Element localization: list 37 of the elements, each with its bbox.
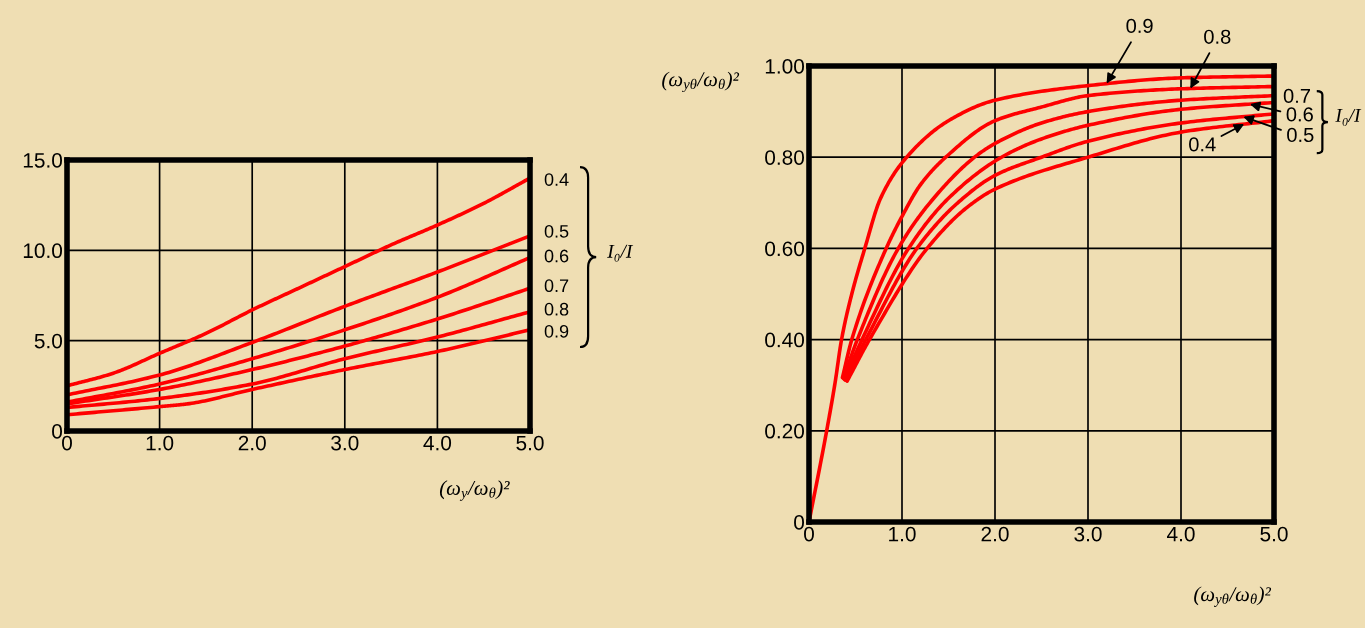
y-tick-label: 0.60 [765, 241, 805, 257]
y-tick-label: 0.80 [765, 150, 805, 165]
x-tick-label: 3.0 [331, 435, 359, 451]
y-tick-label: 1.00 [765, 59, 805, 74]
text: 0.9 [1126, 18, 1153, 34]
x-tick-label: 4.0 [423, 435, 452, 451]
x-tick-label: 1.0 [146, 435, 174, 451]
x-tick-label: 4.0 [1167, 526, 1195, 542]
y-tick-label: 10.0 [23, 243, 63, 259]
x-axis-title: (ω$_{y}$/ω$_{θ}$)² [439, 480, 510, 501]
series-label: 0.7 [1283, 88, 1310, 104]
series-label: 0.5 [1287, 127, 1314, 143]
legend-title: I₀/I [607, 244, 634, 262]
x-tick-label: 2.0 [238, 435, 266, 451]
text: 0.8 [1204, 29, 1231, 44]
series-label: 0.6 [1286, 107, 1313, 122]
x-tick-label: 5.0 [516, 435, 544, 451]
x-tick-label: 1.0 [889, 526, 916, 542]
x-tick-label: 5.0 [1260, 526, 1288, 542]
legend-title: I₀/I [1335, 108, 1362, 126]
series-label: 0.6 [544, 249, 569, 263]
series-label: 0.5 [544, 224, 569, 238]
x-tick-label: 2.0 [981, 526, 1009, 542]
y-tick-label: 5.0 [34, 333, 63, 349]
series-label: 0.9 [544, 324, 569, 338]
y-tick-label: 0.40 [765, 332, 805, 348]
series-label: 0.4 [1189, 137, 1216, 152]
series-label: 0.7 [544, 279, 569, 293]
y-tick-label: 0 [794, 515, 805, 530]
y-tick-label: 0.20 [765, 423, 805, 439]
series-label: 0.8 [544, 302, 569, 316]
y-tick-label: 0 [52, 424, 63, 439]
x-axis-title: (ω$_{yθ}$/ω$_{θ}$)² [1194, 586, 1272, 607]
x-tick-label: 3.0 [1074, 526, 1102, 542]
y-tick-label: 15.0 [23, 153, 63, 168]
series-label: 0.4 [544, 173, 569, 186]
y-axis-title: (ω$_{yθ}$/ω$_{θ}$)² [662, 71, 740, 93]
